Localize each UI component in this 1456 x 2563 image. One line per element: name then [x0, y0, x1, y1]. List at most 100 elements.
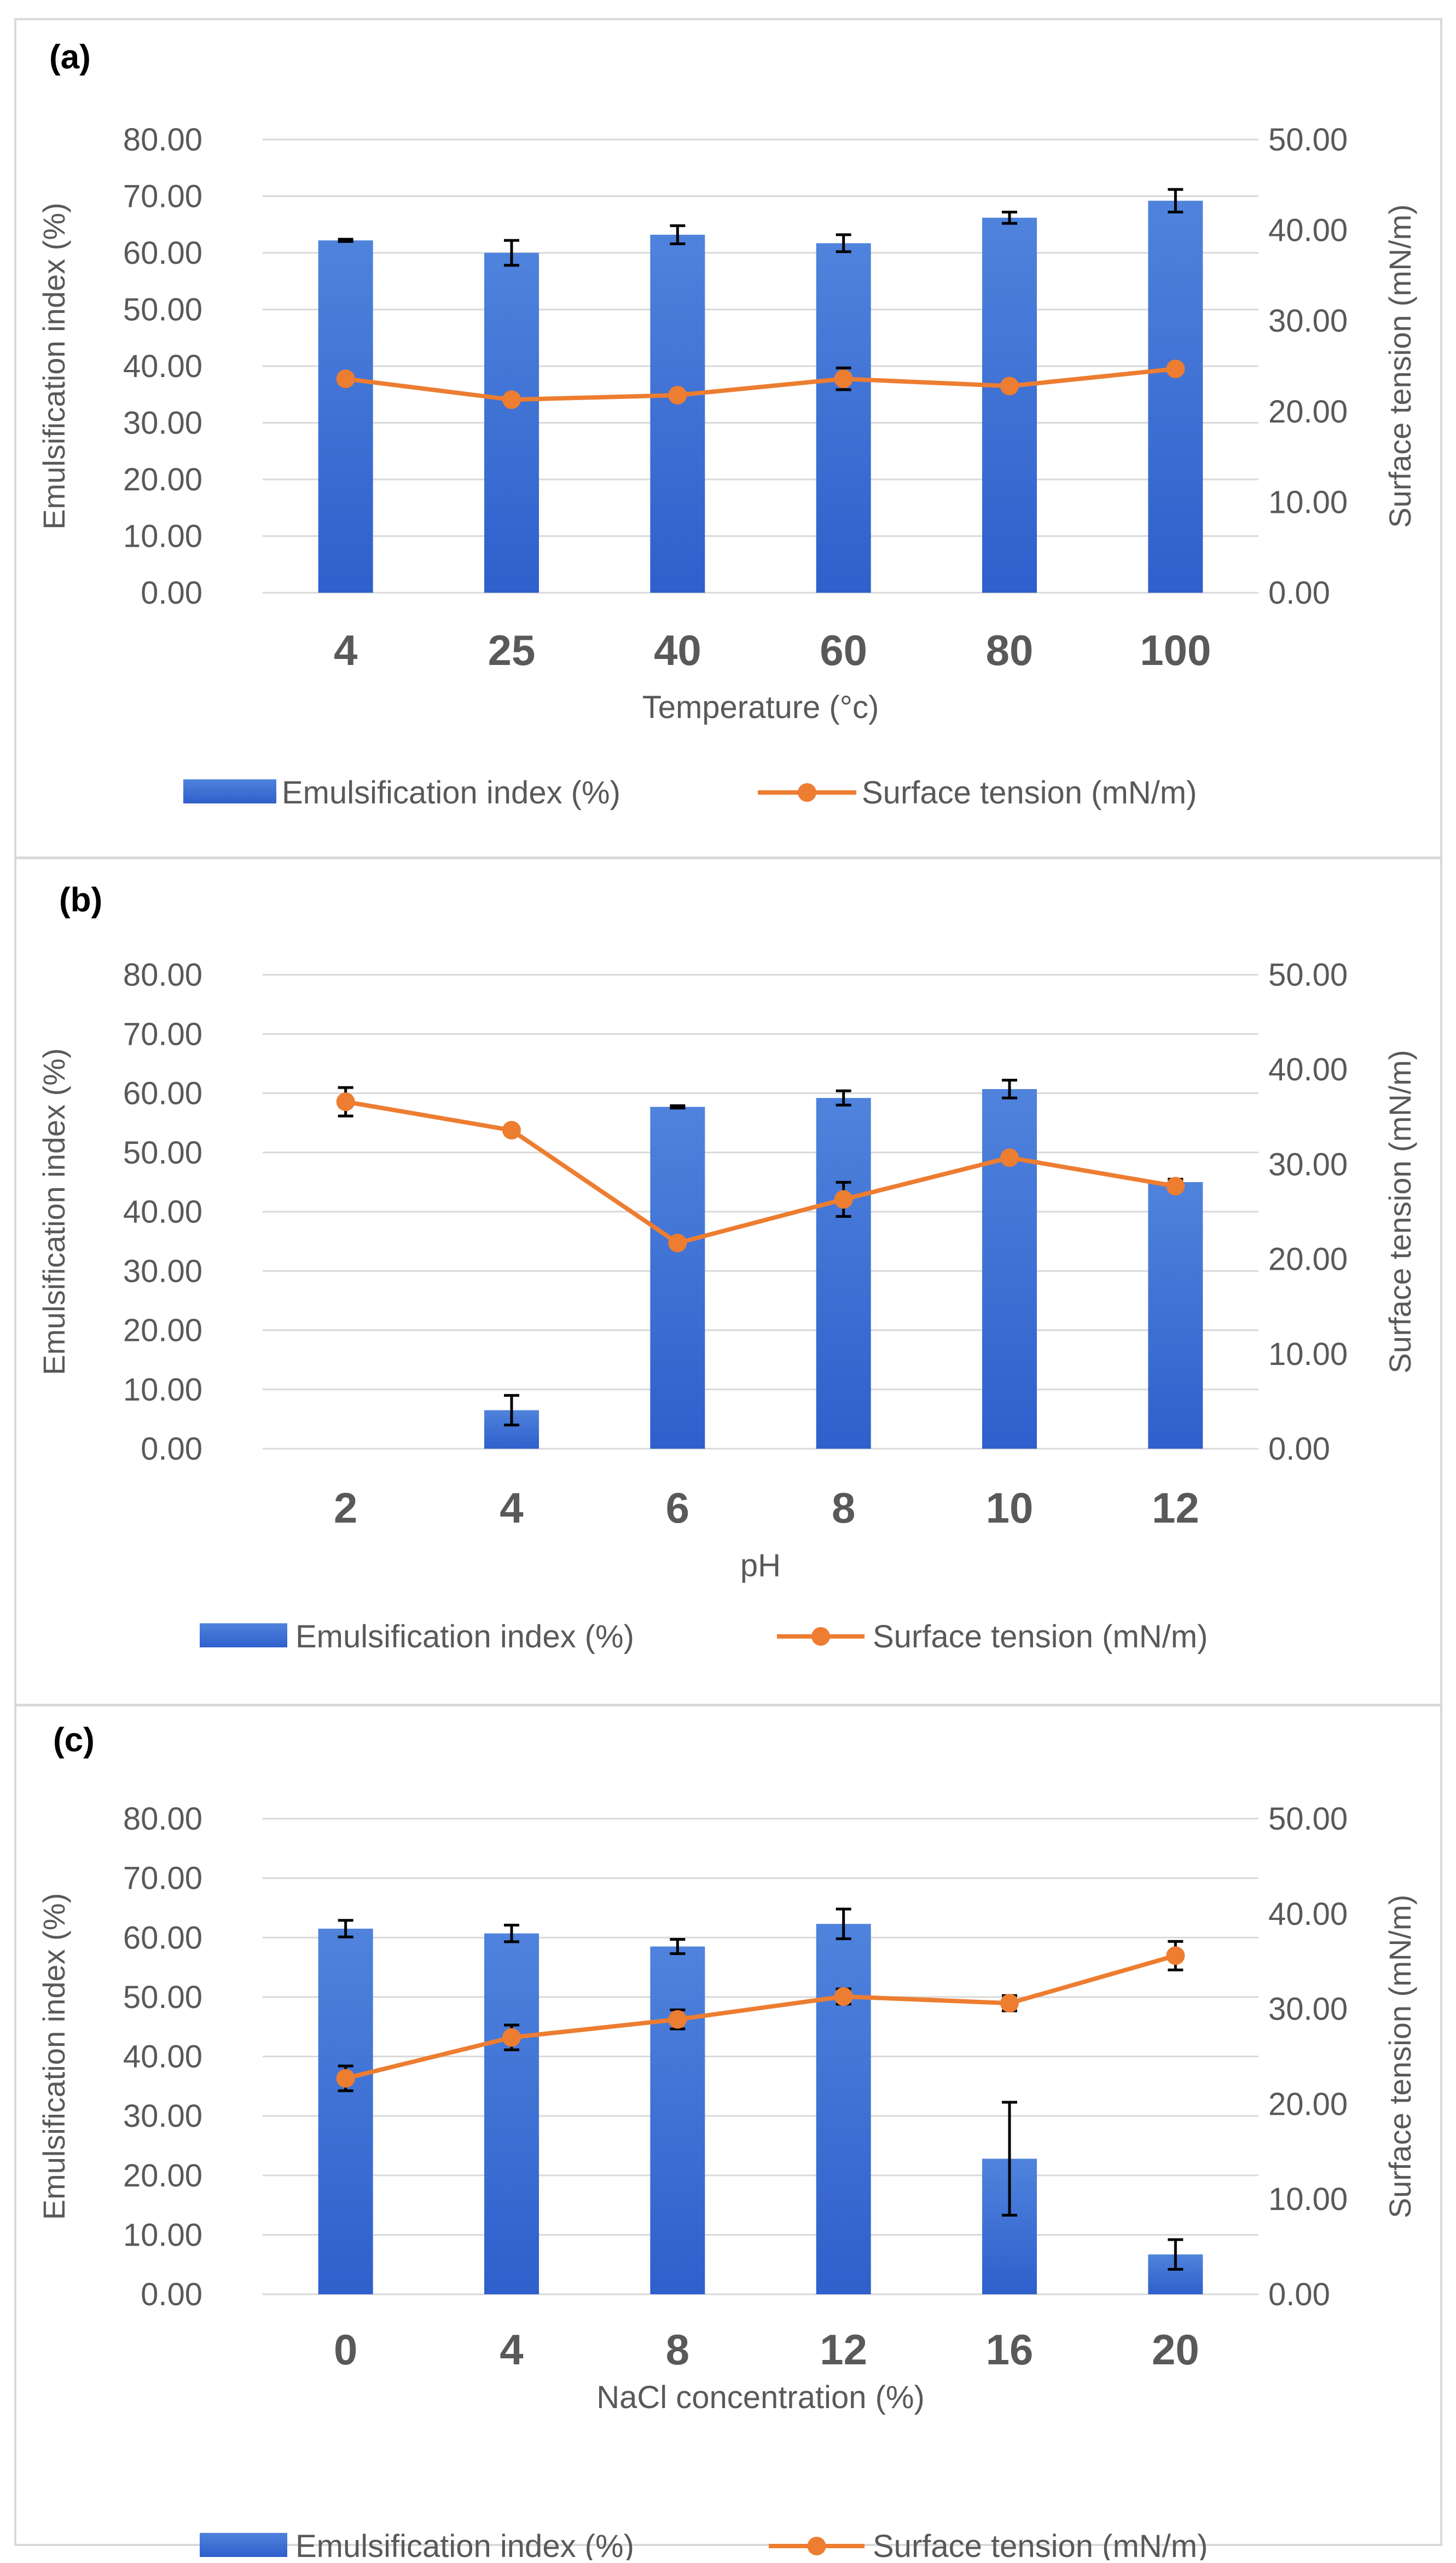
- line-point: [1166, 1946, 1185, 1965]
- chart-panel-3: (c) 0.00 10.00 20.00 30.00 40.00 50.00 60.00 70.…: [14, 1704, 1442, 2563]
- y-left-tick-label: 0.00: [141, 2277, 202, 2312]
- y-left-tick-label: 60.00: [123, 235, 202, 271]
- x-tick-label: 12: [1152, 1484, 1199, 1532]
- y-right-tick-label: 20.00: [1268, 2086, 1348, 2122]
- x-axis-title: pH: [740, 1548, 781, 1583]
- line-point: [1166, 1177, 1185, 1196]
- panel-label: (a): [49, 38, 91, 76]
- y-left-axis-title: Emulsification index (%): [37, 1893, 71, 2220]
- line-point: [834, 369, 853, 389]
- y-right-tick-label: 30.00: [1268, 1992, 1348, 2027]
- x-tick-label: 6: [666, 1484, 689, 1532]
- y-left-tick-label: 70.00: [123, 1861, 202, 1896]
- y-left-tick-label: 30.00: [123, 1253, 202, 1289]
- x-tick-label: 20: [1152, 2325, 1199, 2374]
- bar: [816, 243, 871, 593]
- legend-bar-label: Emulsification index (%): [282, 775, 620, 811]
- bar: [484, 1933, 539, 2294]
- x-tick-label: 4: [500, 1484, 523, 1532]
- chart-panel-1: (a)0.0010.0020.0030.0040.0050.0060.0070.…: [14, 18, 1442, 859]
- line-point: [502, 2028, 521, 2047]
- surface-tension-line: [345, 1100, 1176, 1246]
- x-tick-label: 0: [334, 2325, 357, 2374]
- panel-border: [14, 857, 1442, 1706]
- legend-line-label: Surface tension (mN/m): [862, 775, 1197, 811]
- line-point: [1000, 1994, 1019, 2013]
- x-tick-label: 8: [832, 1484, 855, 1532]
- chart-panel-2: (b)0.0010.0020.0030.0040.0050.0060.0070.…: [14, 857, 1442, 1706]
- y-left-tick-label: 40.00: [123, 1194, 202, 1230]
- y-left-tick-label: 0.00: [141, 1431, 202, 1467]
- y-right-tick-label: 40.00: [1268, 1052, 1348, 1087]
- x-tick-label: 4: [500, 2325, 523, 2374]
- x-tick-label: 2: [334, 1484, 357, 1532]
- y-left-tick-label: 80.00: [123, 1801, 202, 1837]
- x-tick-label: 100: [1140, 626, 1211, 674]
- y-left-tick-label: 40.00: [123, 349, 202, 384]
- y-right-tick-label: 30.00: [1268, 303, 1348, 339]
- y-right-tick-label: 10.00: [1268, 1337, 1348, 1372]
- y-right-axis-title: Surface tension (mN/m): [1383, 1050, 1417, 1373]
- x-tick-label: 60: [820, 626, 867, 674]
- y-right-tick-label: 20.00: [1268, 394, 1348, 430]
- bar: [1148, 200, 1203, 593]
- legend-bar-label: Emulsification index (%): [295, 1619, 634, 1654]
- line-point: [1000, 1148, 1019, 1167]
- line-point: [336, 369, 355, 389]
- bar: [816, 1098, 871, 1449]
- y-left-tick-label: 20.00: [123, 1313, 202, 1349]
- legend-bar-swatch: [200, 1623, 287, 1647]
- y-right-tick-label: 50.00: [1268, 957, 1348, 993]
- legend-bar-label: Emulsification index (%): [295, 2529, 634, 2560]
- bar: [650, 234, 705, 593]
- line-point: [668, 1234, 687, 1253]
- y-left-tick-label: 30.00: [123, 406, 202, 441]
- y-left-tick-label: 60.00: [123, 1920, 202, 1955]
- line-point: [502, 390, 521, 409]
- line-point: [502, 1121, 521, 1140]
- line-point: [834, 1987, 853, 2006]
- y-left-tick-label: 50.00: [123, 1135, 202, 1171]
- bar: [982, 217, 1037, 593]
- y-left-tick-label: 40.00: [123, 2039, 202, 2075]
- y-left-tick-label: 30.00: [123, 2098, 202, 2134]
- line-point: [1166, 359, 1185, 378]
- y-left-tick-label: 20.00: [123, 2158, 202, 2194]
- y-right-tick-label: 30.00: [1268, 1147, 1348, 1182]
- panel-border: [14, 1704, 1442, 2546]
- y-right-tick-label: 50.00: [1268, 1801, 1348, 1837]
- y-left-tick-label: 80.00: [123, 957, 202, 993]
- x-tick-label: 40: [654, 626, 701, 674]
- y-right-axis-title: Surface tension (mN/m): [1383, 1895, 1417, 2218]
- x-tick-label: 80: [986, 626, 1034, 674]
- y-left-tick-label: 50.00: [123, 1980, 202, 2015]
- y-left-tick-label: 10.00: [123, 2217, 202, 2253]
- line-point: [834, 1190, 853, 1209]
- panel-border: [14, 18, 1442, 859]
- bar: [650, 1107, 705, 1449]
- y-left-axis-title: Emulsification index (%): [37, 203, 71, 530]
- panel-label: (c): [53, 1721, 95, 1759]
- y-right-tick-label: 10.00: [1268, 2182, 1348, 2217]
- y-left-tick-label: 50.00: [123, 292, 202, 328]
- line-point: [336, 2069, 355, 2088]
- bar: [484, 253, 539, 593]
- panel-label: (b): [59, 881, 102, 919]
- y-left-tick-label: 0.00: [141, 575, 202, 611]
- y-left-axis-title: Emulsification index (%): [37, 1048, 71, 1375]
- line-point: [1000, 377, 1019, 396]
- line-point: [668, 2010, 687, 2029]
- legend-line-marker: [811, 1627, 830, 1646]
- y-left-tick-label: 70.00: [123, 1016, 202, 1052]
- legend-line-marker: [798, 783, 816, 802]
- bar: [982, 1089, 1037, 1449]
- y-right-tick-label: 40.00: [1268, 213, 1348, 248]
- y-right-tick-label: 20.00: [1268, 1242, 1348, 1277]
- legend-line-label: Surface tension (mN/m): [873, 1619, 1208, 1654]
- y-right-tick-label: 10.00: [1268, 484, 1348, 520]
- x-axis-title: Temperature (°c): [642, 690, 879, 725]
- legend-line-label: Surface tension (mN/m): [873, 2529, 1208, 2560]
- x-tick-label: 16: [986, 2325, 1034, 2374]
